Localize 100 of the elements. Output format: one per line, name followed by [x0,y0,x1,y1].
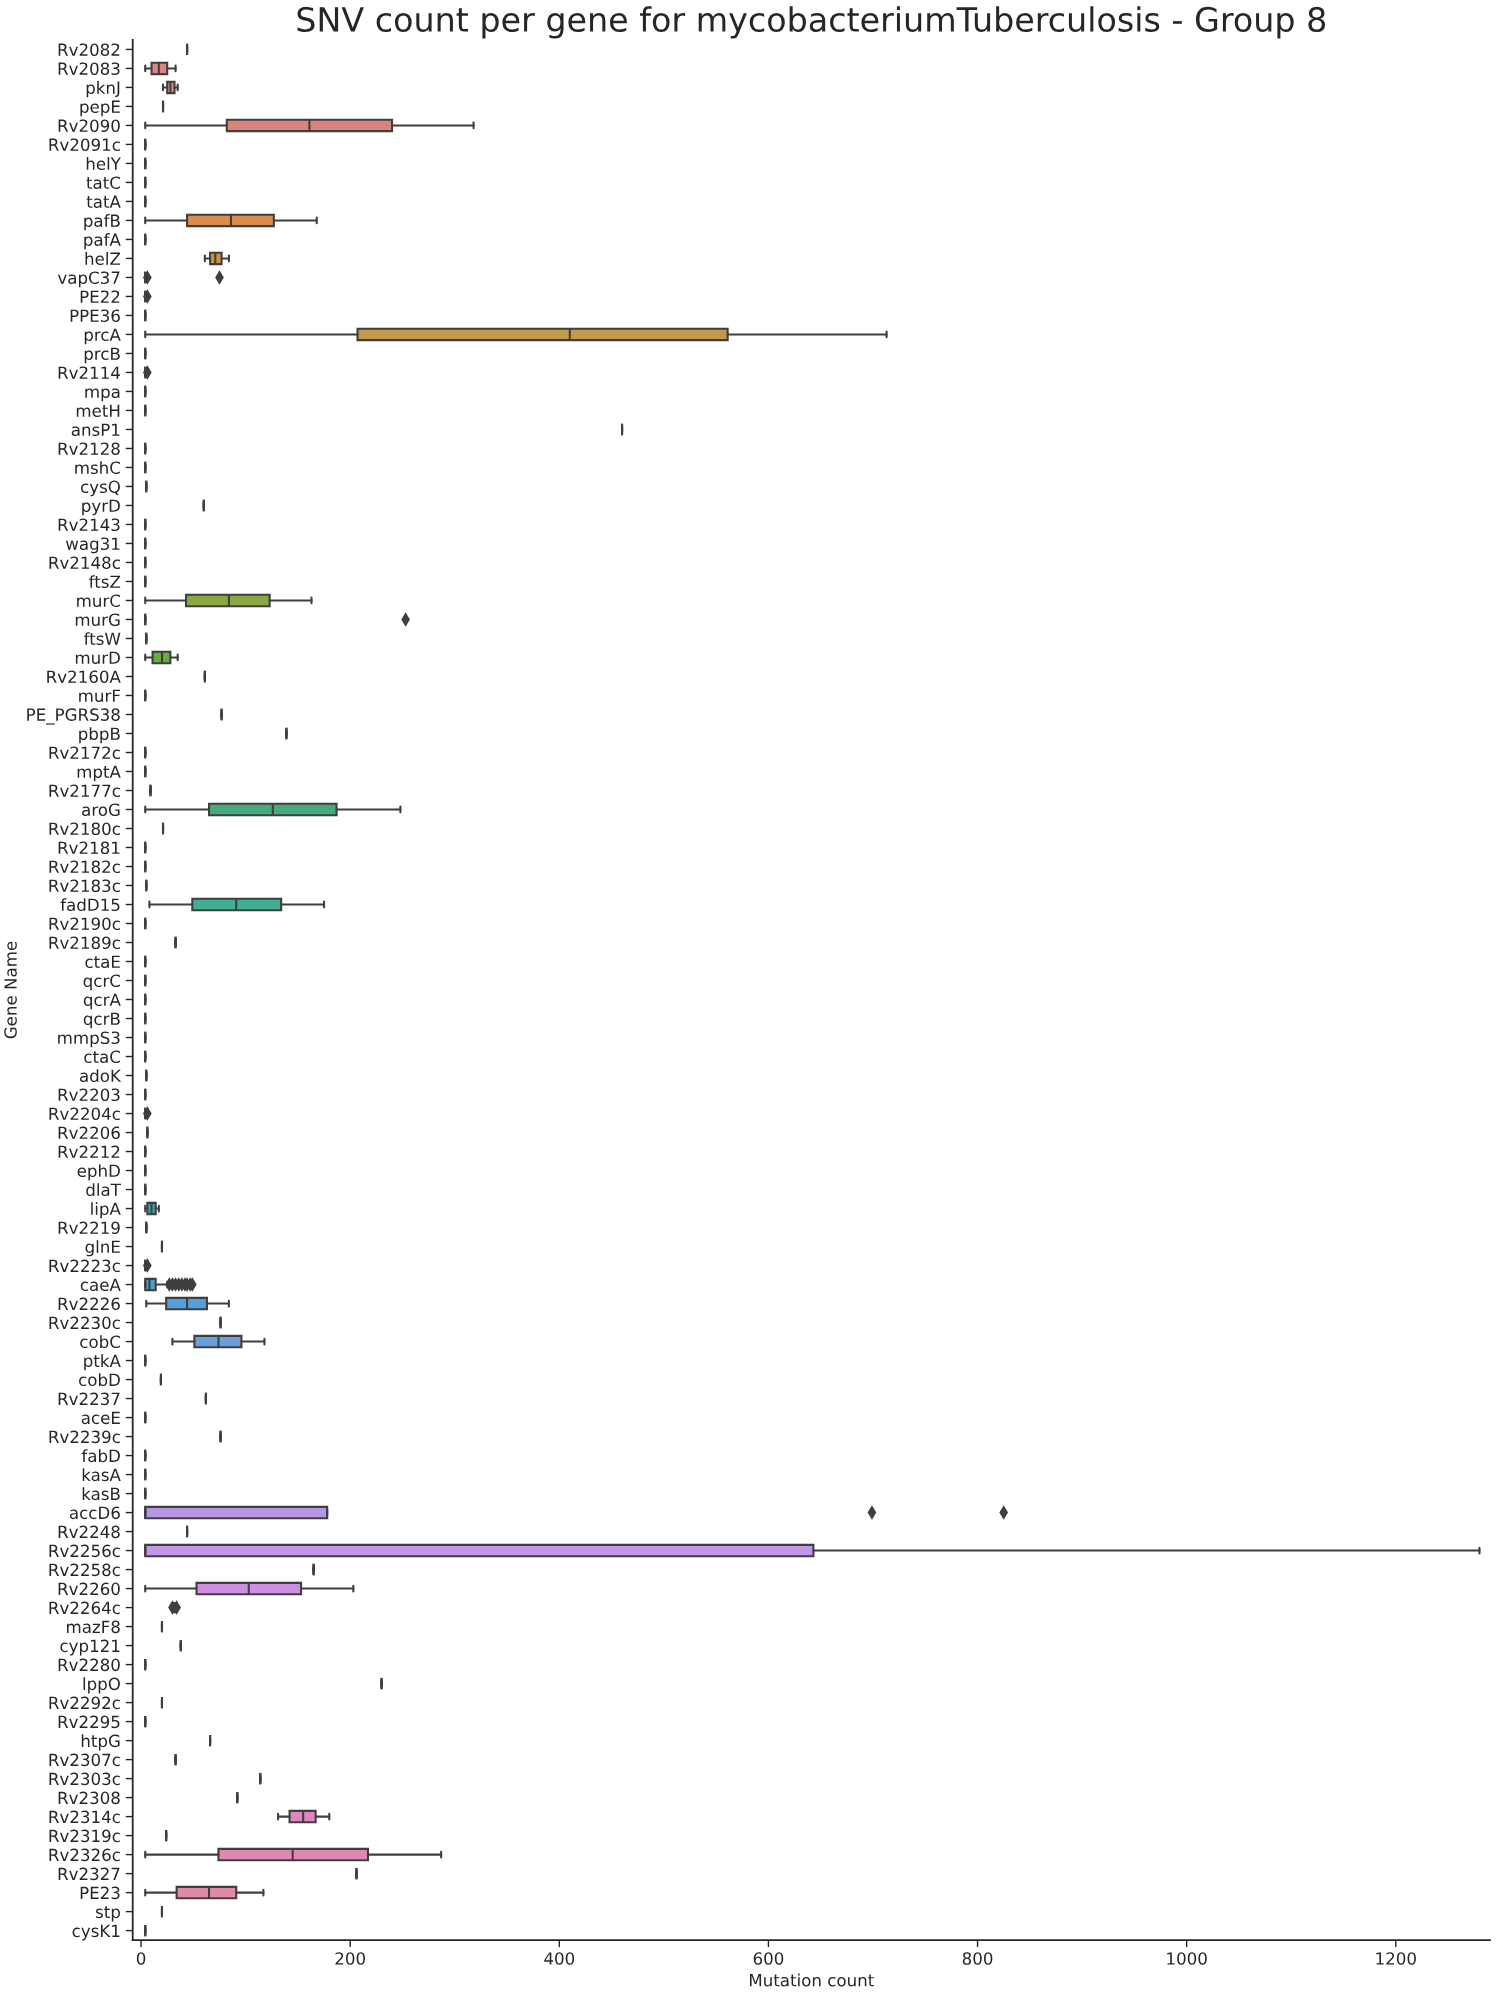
y-tick-label: stp [96,1906,120,1922]
y-tick-label: fabD [81,1449,120,1463]
x-tick-label: 0 [136,1952,146,1965]
y-tick-label: ansP1 [71,423,120,437]
y-tick-label: Rv2082 [58,43,120,56]
y-tick-label: Rv2181 [58,841,120,855]
y-tick-label: pafA [84,233,121,250]
y-tick-label: ftsZ [89,575,121,589]
x-axis-title: Mutation count [749,1973,874,1987]
y-tick-label: ctaC [84,1050,120,1064]
y-tick-label: mmpS3 [58,1031,120,1048]
y-tick-label: murF [79,689,120,703]
y-tick-label: prcB [84,347,120,364]
y-tick-label: ftsW [84,632,121,646]
x-tick-label: 1000 [1167,1952,1207,1965]
y-tick-label: Rv2319c [49,1829,120,1843]
y-tick-label: adoK [79,1069,122,1083]
y-tick-label: Rv2183c [49,879,120,893]
y-tick-label: vapC37 [57,271,120,288]
y-tick-label: Rv2280 [58,1658,120,1672]
y-tick-label: Rv2239c [49,1430,120,1444]
y-tick-label: Rv2303c [49,1772,120,1786]
y-tick-label: helY [86,157,121,170]
y-tick-label: Rv2260 [58,1582,120,1596]
y-tick-label: Rv2223c [49,1259,120,1273]
y-tick-label: Rv2160A [47,670,121,684]
y-tick-label: PE23 [80,1886,120,1900]
y-tick-label: Rv2177c [49,784,120,798]
y-tick-label: pafB [84,214,120,231]
y-tick-label: Rv2327 [58,1867,120,1881]
y-tick-label: Rv2307c [49,1753,120,1767]
y-tick-label: glnE [85,1240,120,1257]
y-tick-label: Rv2090 [58,119,120,132]
y-tick-label: qcrA [83,993,121,1010]
y-tick-label: htpG [81,1734,120,1751]
y-tick-label: murD [75,651,120,665]
y-tick-label: wag31 [65,537,120,554]
y-tick-label: murG [75,613,120,627]
y-tick-label: Rv2148c [49,556,120,570]
y-tick-label: PE22 [80,290,120,303]
y-tick-label: Rv2212 [58,1145,120,1158]
y-tick-label: Rv2256c [49,1544,120,1558]
y-tick-label: mshC [75,461,120,475]
y-tick-label: Rv2204c [49,1107,120,1121]
y-tick-label: cyp121 [60,1639,120,1656]
y-tick-label: Rv2206 [58,1126,120,1140]
y-tick-label: Rv2326c [49,1848,120,1862]
y-tick-label: ptkA [84,1354,121,1371]
y-tick-label: dlaT [86,1183,121,1197]
y-axis-title: Gene Name [4,941,17,1039]
y-tick-label: Rv2182c [49,860,120,874]
y-tick-label: pknJ [86,81,120,98]
y-tick-label: cysQ [80,480,120,497]
x-tick-label: 1200 [1376,1952,1416,1965]
y-tick-label: Rv2230c [49,1316,120,1330]
y-tick-label: Rv2292c [49,1696,120,1710]
chart-title: SNV count per gene for mycobacteriumTuberculosis - Group 8 [297,6,1326,39]
y-tick-label: pbpB [79,727,120,744]
y-tick-label: Rv2172c [49,746,120,760]
y-tick-label: cysK1 [72,1924,120,1941]
y-tick-label: Rv2314c [49,1810,120,1824]
y-tick-label: ephD [77,1164,120,1181]
y-tick-label: pyrD [82,499,120,516]
y-tick-label: lppO [83,1677,120,1694]
y-tick-label: metH [76,404,120,418]
y-tick-label: accD6 [69,1506,120,1520]
y-tick-label: lipA [91,1202,121,1219]
y-tick-label: cobC [80,1335,120,1349]
y-tick-label: PE_PGRS38 [27,708,120,725]
y-tick-label: cobD [79,1373,120,1387]
y-tick-label: Rv2308 [58,1791,120,1805]
y-tick-label: pepE [80,100,120,117]
y-tick-label: tatA [86,195,121,209]
y-tick-label: ctaE [85,955,120,969]
y-tick-label: Rv2143 [58,518,120,532]
y-tick-label: Rv2180c [49,822,120,836]
y-tick-label: tatC [86,176,120,189]
y-tick-label: Rv2226 [58,1297,120,1311]
y-tick-label: Rv2083 [58,62,120,75]
x-tick-label: 400 [544,1952,575,1965]
x-tick-label: 600 [753,1952,784,1965]
y-tick-label: Rv2219 [58,1221,120,1235]
y-tick-label: Rv2237 [58,1392,120,1406]
y-tick-label: PPE36 [70,309,120,323]
y-tick-label: Rv2258c [49,1563,120,1577]
x-tick-label: 800 [962,1952,993,1965]
y-tick-label: Rv2114 [58,366,120,379]
y-tick-label: Rv2264c [49,1601,120,1615]
y-tick-label: qcrC [83,974,120,991]
y-tick-label: aroG [82,803,120,817]
y-tick-label: fadD15 [60,898,120,912]
y-tick-label: aceE [81,1411,120,1425]
y-tick-label: Rv2295 [58,1715,120,1729]
y-tick-label: mpa [85,388,120,402]
y-tick-label: Rv2190c [49,917,120,931]
y-tick-label: caeA [80,1278,121,1292]
y-tick-label: mptA [77,765,121,782]
y-tick-label: kasA [82,1468,121,1482]
y-tick-label: kasB [82,1487,120,1501]
y-tick-label: Rv2091c [49,138,120,151]
